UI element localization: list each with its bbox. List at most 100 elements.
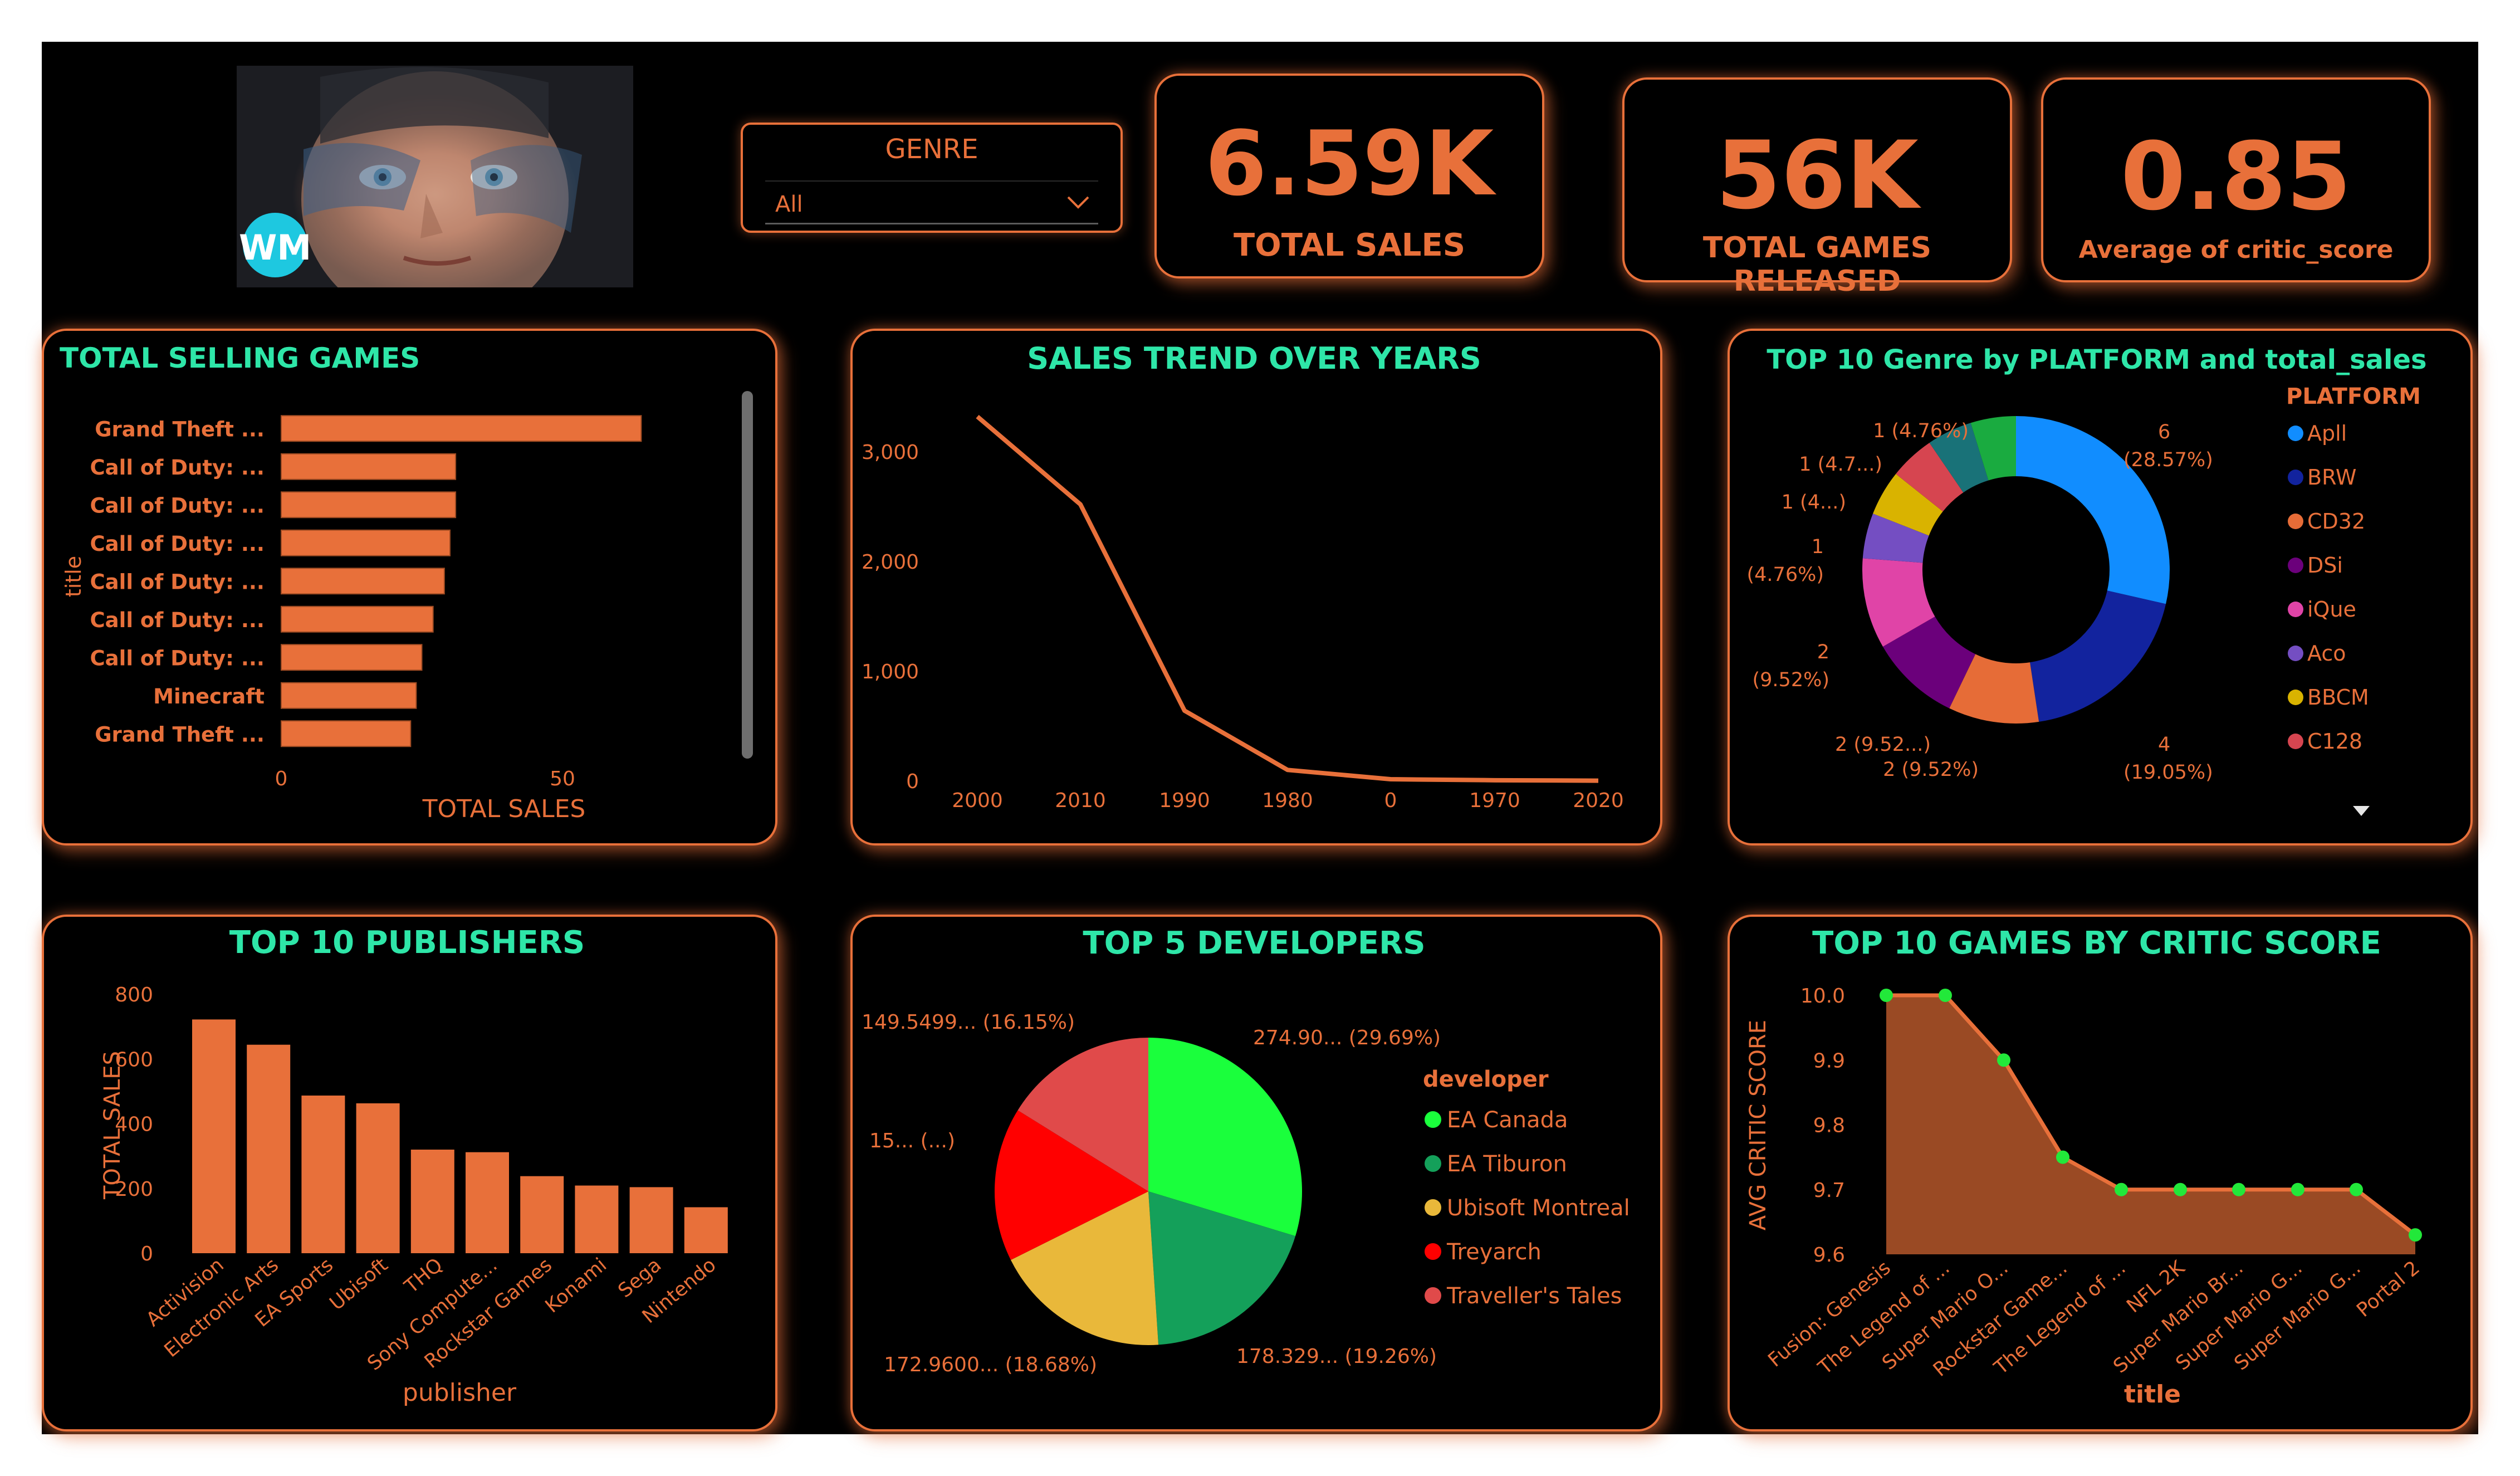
legend-swatch (2288, 602, 2303, 617)
x-tick: Konami (541, 1254, 611, 1317)
legend-swatch (2288, 426, 2303, 441)
donut-slice (1970, 416, 2016, 481)
y-axis-label: AVG CRITIC SCORE (1745, 1020, 1771, 1230)
x-tick: Ubisoft (326, 1254, 393, 1314)
data-label: 1 (4.76%) (1873, 420, 1969, 442)
legend-swatch (1425, 1243, 1441, 1260)
y-axis-label: TOTAL SALES (100, 1051, 125, 1200)
bar (520, 1176, 564, 1253)
pie-slice (1010, 1191, 1159, 1345)
y-tick: 400 (115, 1113, 153, 1136)
chart-title: TOP 10 GAMES BY CRITIC SCORE (1812, 925, 2381, 961)
data-label: (4.76%) (1747, 564, 1824, 586)
kpi-total-sales-value: 6.59K (1205, 111, 1494, 216)
y-tick: 800 (115, 984, 153, 1006)
data-point (2350, 1182, 2363, 1196)
x-tick: 1980 (1262, 789, 1313, 812)
bar (281, 605, 434, 633)
legend-label: BRW (2307, 465, 2357, 490)
kpi-total-games: 56K TOTAL GAMES RELEASED (1622, 77, 2012, 298)
chart-title: TOP 10 PUBLISHERS (229, 925, 585, 961)
bar (281, 720, 412, 747)
panel-top-critic (1728, 915, 2473, 1431)
donut-slice (1862, 558, 1935, 647)
y-axis-label: title (61, 556, 86, 597)
y-tick: 0 (906, 770, 919, 793)
legend-label: EA Tiburon (1447, 1151, 1567, 1177)
data-label: 6 (2158, 421, 2170, 443)
bar (281, 415, 642, 442)
data-point (2056, 1150, 2069, 1164)
legend-label: EA Canada (1447, 1107, 1568, 1133)
legend-swatch (2288, 690, 2303, 705)
legend-swatch (1425, 1155, 1441, 1172)
legend-label: Ubisoft Montreal (1447, 1195, 1630, 1221)
bar-label: Call of Duty: ... (90, 532, 265, 556)
bar (684, 1207, 728, 1253)
pie-slice (1148, 1038, 1302, 1236)
donut-slice (1873, 473, 1943, 536)
charts-layer: TOTAL SELLING GAMES Grand Theft ... Call o… (60, 341, 2427, 1409)
data-point (1939, 989, 1952, 1002)
data-point (1997, 1053, 2010, 1067)
kpi-avg-critic: 0.85 Average of critic_score (2041, 77, 2431, 282)
data-point (2115, 1182, 2128, 1196)
legend-label: BBCM (2307, 685, 2369, 710)
data-label: 2 (9.52%) (1883, 759, 1979, 781)
bar (356, 1103, 400, 1253)
data-label: 4 (2158, 734, 2170, 756)
genre-dropdown[interactable]: All (765, 180, 1098, 224)
x-axis-label: TOTAL SALES (422, 795, 586, 823)
genre-slicer-label: GENRE (885, 134, 978, 165)
genre-dropdown-value: All (775, 192, 803, 217)
x-tick: 0 (275, 768, 288, 790)
bar (466, 1152, 509, 1253)
pie-slice (1148, 1191, 1296, 1345)
kpi-avg-critic-value: 0.85 (2120, 122, 2352, 231)
bar-label: Call of Duty: ... (90, 646, 265, 670)
legend-label: DSi (2307, 553, 2343, 578)
kpi-total-sales: 6.59K TOTAL SALES (1154, 74, 1544, 278)
chevron-down-icon (1067, 196, 1089, 209)
bar-label: Minecraft (153, 685, 265, 708)
donut-slice (1929, 423, 1989, 493)
data-label: (9.52%) (1753, 669, 1830, 691)
x-axis-label: title (2124, 1380, 2181, 1409)
y-tick: 9.6 (1813, 1244, 1845, 1267)
bar-label: Grand Theft ... (95, 417, 265, 441)
x-tick: 1970 (1469, 789, 1520, 812)
y-tick: 9.7 (1813, 1179, 1845, 1202)
legend-swatch (2288, 734, 2303, 749)
bar (192, 1019, 236, 1253)
x-tick: 2020 (1573, 789, 1624, 812)
kpi-total-games-label: TOTAL GAMES RELEASED (1702, 231, 1932, 298)
panel-sales-trend (850, 329, 1662, 845)
y-tick: 2,000 (862, 551, 919, 574)
data-label: (28.57%) (2123, 449, 2213, 471)
legend-swatch (1425, 1287, 1441, 1304)
donut-slice (1862, 514, 1929, 563)
legend-swatch (2288, 558, 2303, 573)
legend-label: Apll (2307, 421, 2347, 446)
data-point (1880, 989, 1893, 1002)
bar (281, 491, 457, 519)
legend-label: Traveller's Tales (1446, 1283, 1622, 1309)
scrollbar[interactable] (742, 391, 753, 759)
y-tick: 0 (140, 1243, 153, 1265)
bar (281, 568, 445, 595)
data-label: 1 (4.7...) (1799, 453, 1882, 476)
bar-label: Call of Duty: ... (90, 493, 265, 517)
bar-label: Call of Duty: ... (90, 456, 265, 480)
kpi-total-sales-label: TOTAL SALES (1233, 227, 1466, 263)
data-label: 178.329... (19.26%) (1236, 1345, 1437, 1368)
legend-swatch (2288, 470, 2303, 485)
legend-swatch (2288, 514, 2303, 529)
donut-slice (1949, 654, 2039, 724)
bar-label: Call of Duty: ... (90, 608, 265, 632)
chart-title: TOP 10 Genre by PLATFORM and total_sales (1767, 344, 2426, 375)
bar (281, 682, 417, 709)
x-tick: 1990 (1159, 789, 1210, 812)
legend-label: CD32 (2307, 509, 2365, 534)
bar (410, 1150, 454, 1253)
logo-text: WM (238, 227, 312, 268)
